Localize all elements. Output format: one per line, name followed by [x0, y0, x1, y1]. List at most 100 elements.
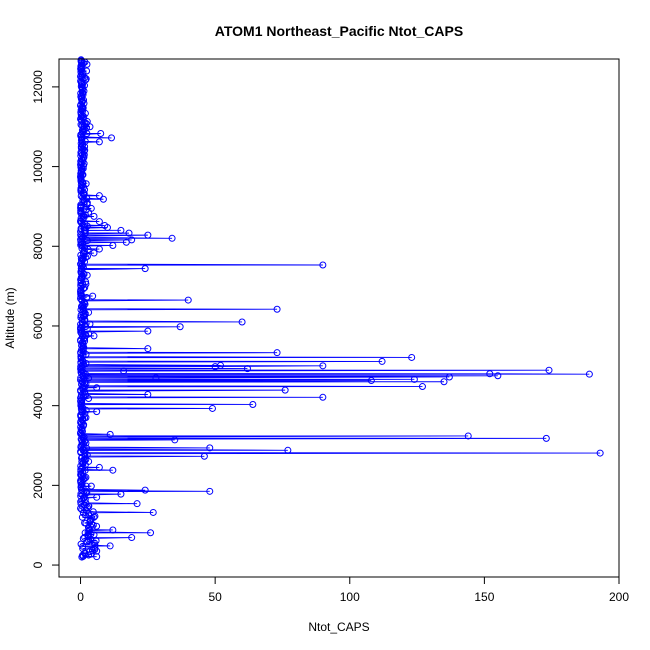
data-point: [319, 362, 327, 370]
data-point: [144, 391, 152, 398]
data-point: [95, 245, 103, 253]
data-point: [141, 486, 149, 494]
data-point: [408, 353, 416, 361]
data-point: [81, 226, 89, 234]
data-point: [93, 553, 101, 561]
data-point: [78, 553, 86, 561]
data-point: [83, 200, 91, 208]
data-point: [86, 123, 94, 131]
data-point: [79, 151, 87, 159]
data-point: [79, 422, 87, 430]
y-axis: 0 2000 4000 6000 8000 10000 12000: [31, 70, 60, 568]
data-point: [95, 138, 103, 146]
background-point: [78, 272, 86, 280]
data-point: [83, 325, 91, 333]
data-point: [82, 414, 90, 422]
data-point: [585, 370, 593, 378]
data-point: [440, 378, 448, 386]
y-tick-label: 12000: [31, 70, 45, 104]
data-point: [410, 375, 418, 383]
data-point: [147, 529, 155, 537]
x-tick-label: 50: [208, 590, 222, 604]
data-point: [243, 365, 251, 373]
data-point: [273, 349, 281, 357]
data-point: [109, 241, 117, 249]
background-point: [77, 241, 85, 249]
background-point: [77, 355, 85, 363]
data-point: [596, 449, 604, 457]
data-point: [79, 125, 87, 133]
data-point: [85, 308, 93, 316]
background-point: [78, 439, 86, 447]
data-point: [82, 473, 90, 481]
data-point: [85, 502, 93, 510]
background-point: [93, 522, 101, 530]
data-point: [79, 301, 87, 309]
data-point: [79, 105, 87, 113]
data-point: [85, 374, 93, 382]
data-point: [82, 359, 90, 367]
x-axis-label: Ntot_CAPS: [308, 620, 369, 634]
background-point: [78, 506, 86, 513]
y-tick-label: 4000: [31, 392, 45, 419]
chart-title: ATOM1 Northeast_Pacific Ntot_CAPS: [215, 23, 463, 39]
data-point: [79, 369, 87, 377]
background-point: [81, 474, 89, 482]
data-point: [85, 536, 93, 544]
data-point: [133, 500, 141, 508]
data-point: [80, 270, 88, 278]
data-point: [206, 487, 214, 495]
data-point: [217, 361, 225, 369]
data-point: [79, 342, 87, 350]
data-point: [90, 249, 98, 257]
data-point: [78, 73, 86, 81]
data-point: [93, 408, 101, 416]
data-point: [184, 296, 192, 304]
y-tick-label: 6000: [31, 312, 45, 339]
data-point: [79, 552, 87, 560]
data-point: [319, 261, 327, 269]
data-point: [90, 531, 98, 539]
data-point: [117, 226, 125, 234]
data-point: [464, 432, 472, 440]
data-point: [79, 89, 87, 97]
data-point: [378, 357, 386, 365]
data-point: [108, 134, 115, 142]
y-tick-label: 0: [31, 561, 45, 568]
data-point: [95, 218, 103, 226]
data-point: [85, 457, 93, 465]
data-point: [81, 312, 89, 320]
data-point: [90, 513, 98, 521]
data-point: [93, 384, 101, 392]
background-point: [83, 538, 91, 546]
background-point: [77, 540, 85, 548]
data-point: [281, 386, 289, 394]
y-tick-label: 10000: [31, 150, 45, 184]
data-point: [79, 254, 87, 262]
data-point: [168, 234, 176, 242]
background-point: [79, 542, 87, 550]
data-point: [125, 229, 133, 237]
data-point: [418, 383, 426, 391]
data-point: [103, 224, 111, 232]
x-tick-label: 100: [340, 590, 360, 604]
data-point: [81, 388, 89, 396]
data-point: [95, 463, 103, 471]
data-point: [144, 327, 152, 335]
data-point: [122, 238, 130, 246]
data-point: [78, 97, 86, 105]
background-point: [88, 547, 96, 555]
data-point: [79, 263, 87, 271]
data-point: [106, 542, 114, 550]
background-point: [85, 548, 93, 556]
data-point: [85, 208, 93, 216]
x-axis: 0 50 100 150 200: [77, 576, 629, 604]
data-point: [82, 439, 90, 447]
data-point: [78, 171, 86, 179]
data-point: [106, 430, 114, 438]
data-point: [81, 143, 89, 151]
y-axis-label: Altitude (m): [3, 287, 17, 348]
data-point: [85, 394, 93, 402]
